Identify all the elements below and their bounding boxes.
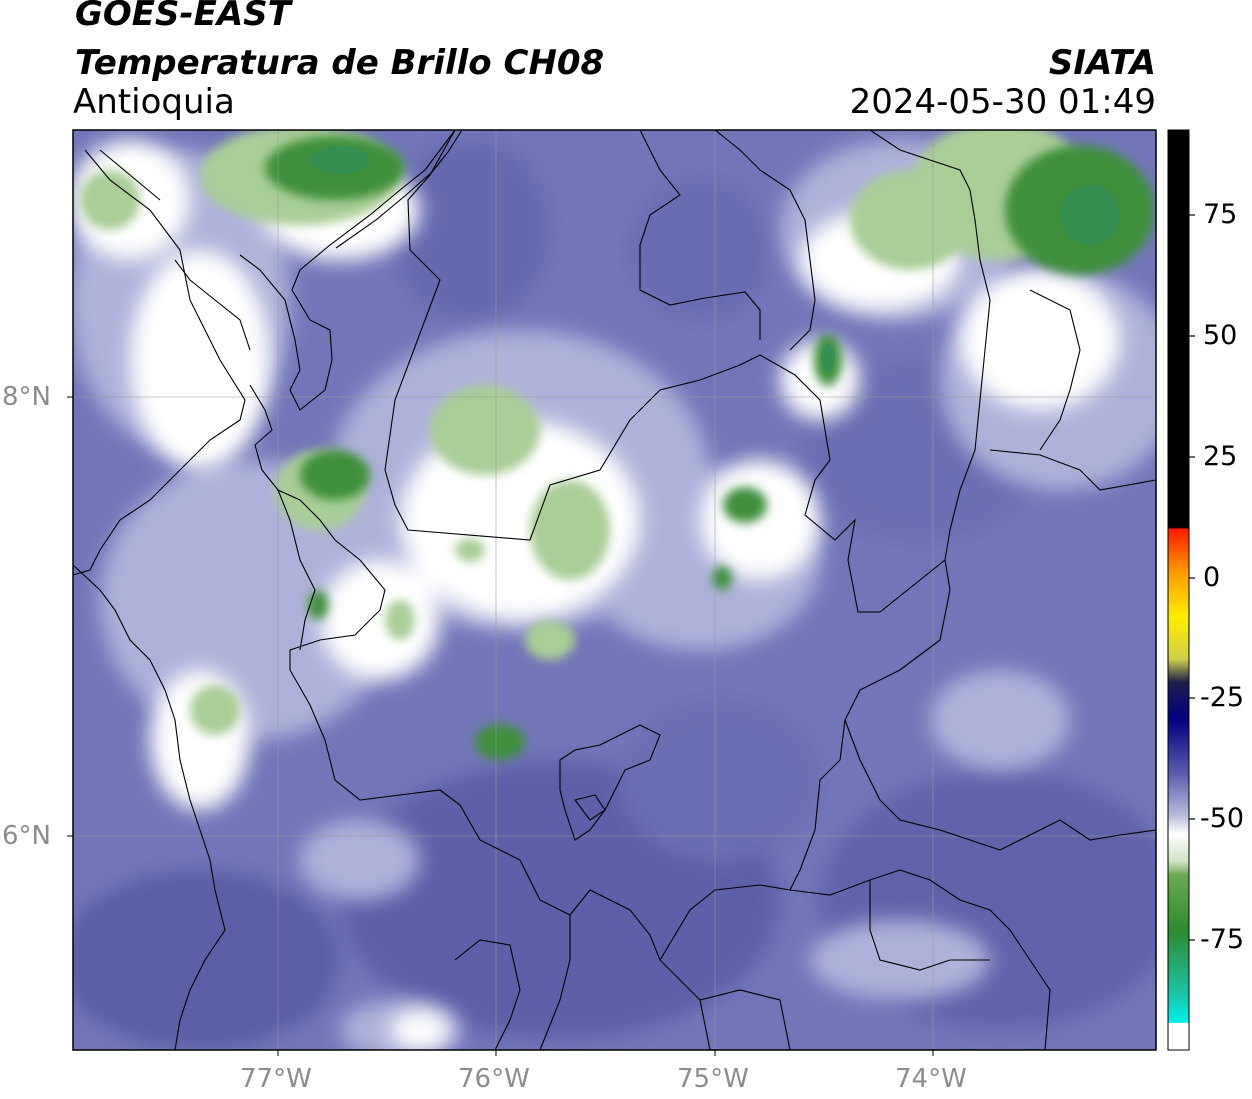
colorbar-label-minus25: -25 xyxy=(1200,682,1245,713)
colorbar-label-50: 50 xyxy=(1203,320,1238,351)
dark-green-cores xyxy=(310,146,1120,372)
colorbar-label-75: 75 xyxy=(1203,199,1238,230)
cold-cloud-deep-areas xyxy=(73,140,1156,1050)
region-label: Antioquia xyxy=(73,82,235,122)
colorbar xyxy=(1167,129,1190,1051)
lon-tick-75w: 75°W xyxy=(677,1064,749,1094)
datetime-label: 2024-05-30 01:49 xyxy=(849,82,1156,122)
colorbar-label-minus75: -75 xyxy=(1200,924,1245,955)
product-title: Temperatura de Brillo CH08 xyxy=(75,43,605,83)
colorbar-label-minus50: -50 xyxy=(1200,803,1245,834)
boundaries xyxy=(73,130,1156,1050)
graticule xyxy=(73,130,1156,1050)
colorbar-label-0: 0 xyxy=(1203,562,1221,593)
lat-tick-8n: 8°N xyxy=(2,382,51,412)
lon-tick-77w: 77°W xyxy=(240,1064,312,1094)
lon-tick-74w: 74°W xyxy=(895,1064,967,1094)
lon-tick-76w: 76°W xyxy=(458,1064,530,1094)
colorbar-tick-marks xyxy=(1189,214,1195,941)
map-frame xyxy=(72,129,1157,1051)
lat-tick-6n: 6°N xyxy=(2,821,51,851)
satellite-title: GOES-EAST xyxy=(75,0,291,34)
agency-label: SIATA xyxy=(1048,43,1156,83)
colorbar-label-25: 25 xyxy=(1203,441,1238,472)
axis-tick-marks xyxy=(67,396,934,1056)
